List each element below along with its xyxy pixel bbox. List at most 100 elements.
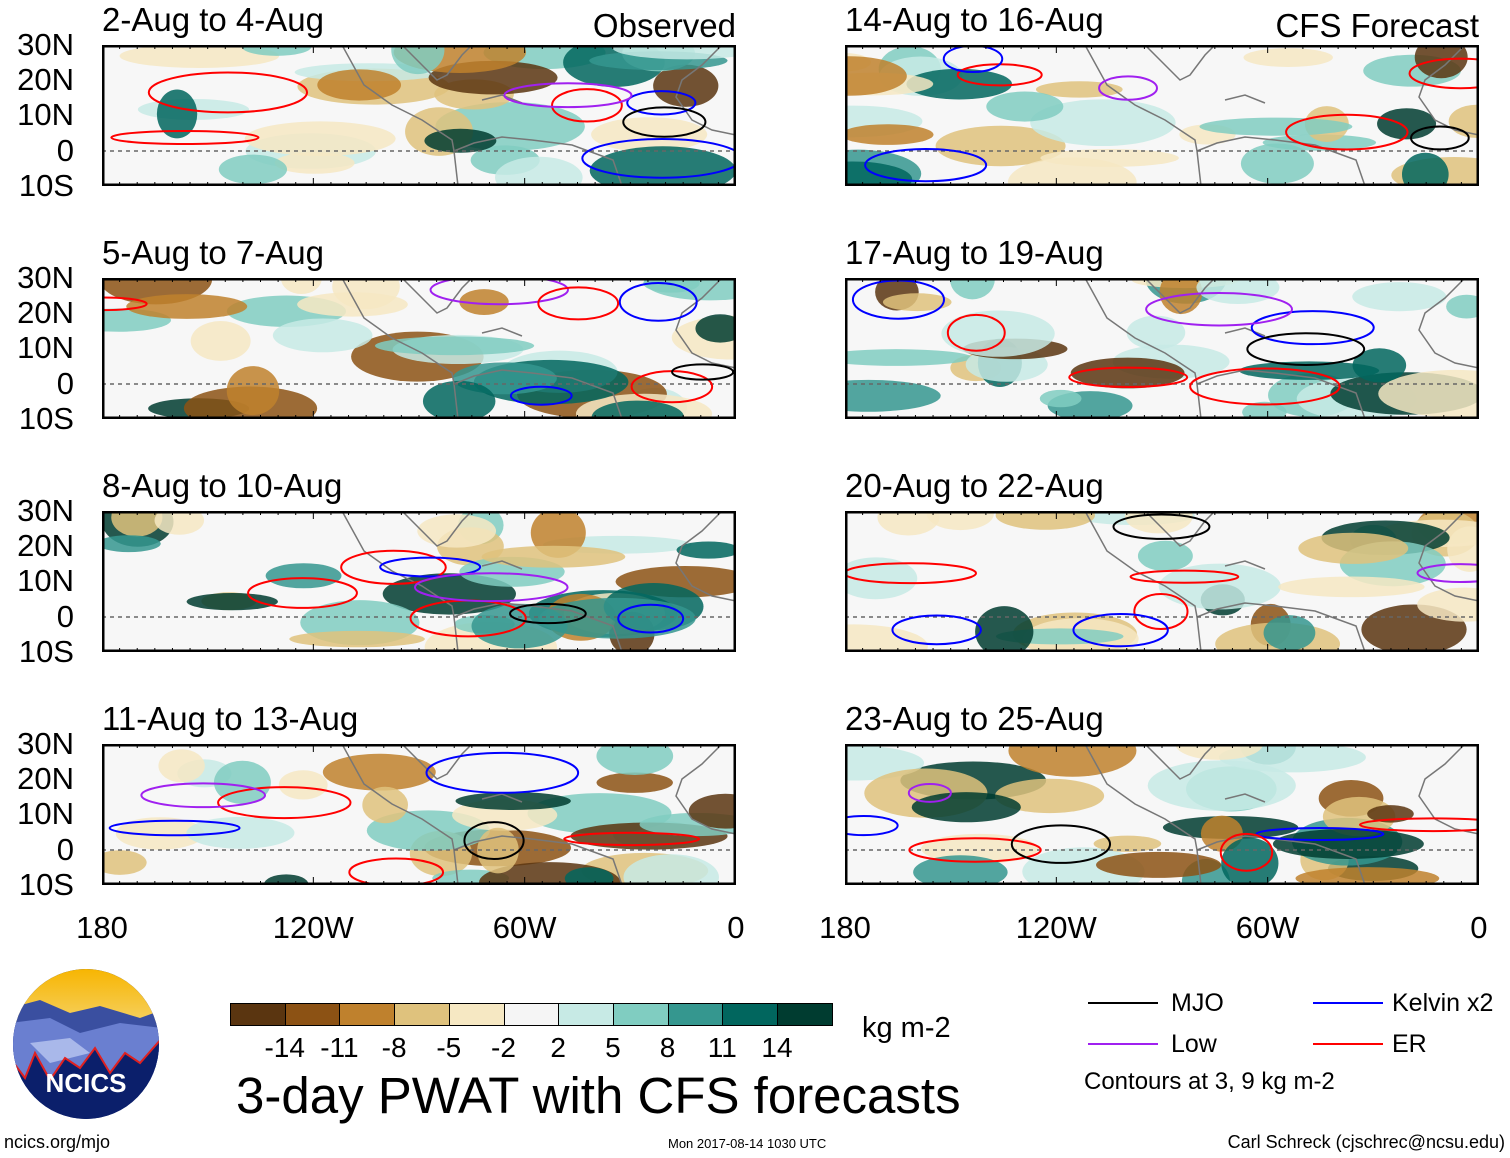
colorbar-swatch xyxy=(558,1003,615,1026)
lat-label: 10S xyxy=(18,400,74,436)
wave-contour xyxy=(1133,593,1189,630)
pwat-anomaly-blob xyxy=(949,278,995,300)
pwat-anomaly-blob xyxy=(186,816,295,849)
lon-label: 0 xyxy=(1470,910,1488,945)
wave-contour xyxy=(147,71,309,114)
pwat-anomaly-blob xyxy=(1008,744,1137,777)
wave-contour xyxy=(348,857,445,885)
pwat-anomaly-blob xyxy=(926,511,994,531)
pwat-anomaly-blob xyxy=(1137,540,1193,572)
coastline xyxy=(341,511,736,652)
wave-contour xyxy=(626,90,697,116)
wave-contour xyxy=(946,313,1006,352)
lat-label: 10N xyxy=(17,330,74,366)
colorbar-label: -14 xyxy=(264,1032,305,1063)
pwat-anomaly-blob xyxy=(417,514,497,548)
colorbar-label: 11 xyxy=(707,1032,737,1063)
pwat-anomaly-blob xyxy=(877,511,940,536)
coastline xyxy=(341,45,736,186)
wave-contour xyxy=(1098,75,1158,101)
pwat-anomaly-blob xyxy=(591,400,685,419)
pwat-anomaly-blob xyxy=(495,156,583,186)
pwat-anomaly-blob xyxy=(1147,760,1296,811)
wave-contour xyxy=(217,786,352,820)
ncics-logo: NCICS xyxy=(13,969,159,1119)
pwat-anomaly-blob xyxy=(845,624,928,652)
colorbar-label: -2 xyxy=(491,1032,516,1063)
colorbar-swatch xyxy=(394,1003,451,1026)
wave-contour xyxy=(340,549,447,585)
panel-title: 14-Aug to 16-Aug xyxy=(845,1,1104,38)
lat-label: 10S xyxy=(18,167,74,203)
pwat-anomaly-blob xyxy=(186,593,278,611)
lat-label: 10N xyxy=(17,796,74,832)
pwat-anomaly-blob xyxy=(695,314,736,343)
wave-contour xyxy=(140,782,267,809)
colorbar-swatch xyxy=(777,1003,833,1026)
wave-contour xyxy=(425,751,580,794)
pwat-anomaly-blob xyxy=(1199,117,1353,136)
pwat-anomaly-blob xyxy=(1272,828,1424,859)
pwat-anomaly-blob xyxy=(564,867,614,885)
legend-label-low: Low xyxy=(1171,1030,1217,1058)
colorbar-label: 14 xyxy=(761,1032,793,1063)
pwat-anomaly-blob xyxy=(1124,511,1193,534)
pwat-anomaly-blob xyxy=(317,69,402,101)
pwat-anomaly-blob xyxy=(263,874,309,885)
pwat-anomaly-blob xyxy=(1414,45,1468,79)
lat-label: 20N xyxy=(17,761,74,797)
colorbar-swatch xyxy=(612,1003,669,1026)
wave-contour xyxy=(1129,569,1240,584)
pwat-anomaly-blob xyxy=(845,124,934,145)
pwat-anomaly-blob xyxy=(612,45,736,60)
pwat-anomaly-blob xyxy=(455,792,571,810)
pwat-anomaly-blob xyxy=(362,786,408,824)
wave-contour xyxy=(247,577,358,609)
wave-contour xyxy=(110,130,260,146)
legend-line-mjo xyxy=(1088,1002,1158,1004)
svg-text:NCICS: NCICS xyxy=(46,1068,127,1098)
pwat-anomaly-blob xyxy=(280,278,322,295)
wave-contour xyxy=(1410,125,1470,151)
lon-label: 180 xyxy=(76,910,128,945)
pwat-anomaly-blob xyxy=(1377,108,1437,140)
lon-label: 0 xyxy=(727,910,745,945)
wave-contour xyxy=(845,562,977,585)
wave-contour xyxy=(845,814,899,837)
pwat-anomaly-blob xyxy=(102,535,161,553)
lon-label: 60W xyxy=(492,910,557,945)
pwat-anomaly-blob xyxy=(241,45,312,56)
pwat-anomaly-blob xyxy=(845,56,907,96)
lat-label: 30N xyxy=(17,27,74,62)
colorbar-swatch xyxy=(339,1003,396,1026)
colorbar-label: 8 xyxy=(659,1032,676,1063)
pwat-anomaly-blob xyxy=(297,292,408,317)
pwat-anomaly-blob xyxy=(1093,835,1162,852)
pwat-anomaly-blob xyxy=(995,511,1095,530)
wave-contour xyxy=(429,278,569,306)
wave-contour xyxy=(1219,832,1274,872)
pwat-anomaly-blob xyxy=(994,778,1105,814)
colorbar-label: -8 xyxy=(381,1032,407,1063)
wave-contour xyxy=(509,603,587,625)
pwat-anomaly-blob xyxy=(906,68,1013,100)
pwat-anomaly-blob xyxy=(126,294,248,319)
wave-contour xyxy=(1112,513,1211,540)
wave-contour xyxy=(864,147,988,183)
pwat-anomaly-blob xyxy=(190,321,251,361)
pwat-anomaly-blob xyxy=(1295,867,1440,885)
legend-line-low xyxy=(1088,1043,1158,1045)
lat-label: 0 xyxy=(56,132,74,168)
lat-label: 20N xyxy=(17,295,74,331)
pwat-anomaly-blob xyxy=(1030,99,1176,147)
pwat-anomaly-blob xyxy=(676,541,736,559)
map-panel xyxy=(102,45,736,186)
wave-contour xyxy=(551,88,623,123)
lat-label: 30N xyxy=(17,726,74,761)
pwat-anomaly-blob xyxy=(845,349,972,366)
footer-url[interactable]: ncics.org/mjo xyxy=(4,1132,111,1152)
pwat-anomaly-blob xyxy=(596,772,673,793)
pwat-anomaly-blob xyxy=(374,336,535,356)
pwat-anomaly-blob xyxy=(1263,615,1316,651)
